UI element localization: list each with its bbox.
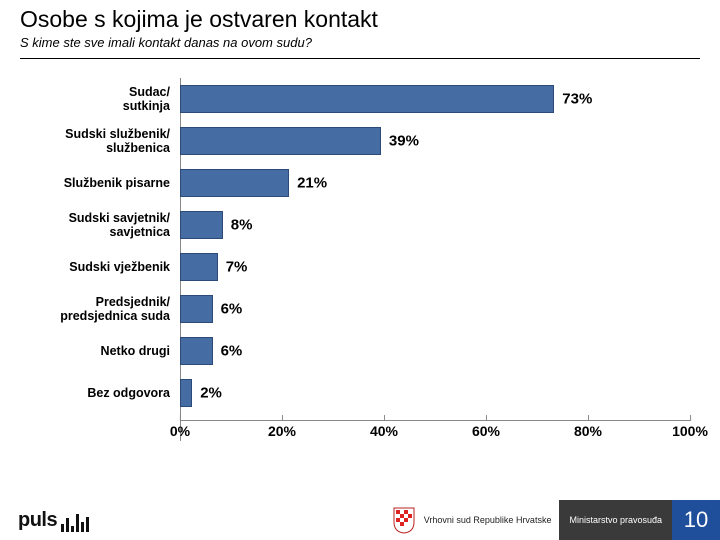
page-number: 10 [672,500,720,540]
logo-bar-icon [61,524,64,532]
supreme-court-label: Vrhovni sud Republike Hrvatske [424,515,552,525]
croatia-crest-icon [390,505,418,535]
x-tick: 40% [370,417,398,439]
bar [180,169,289,197]
x-tick: 80% [574,417,602,439]
x-tick: 20% [268,417,296,439]
chart-row: Sudski službenik/službenica 39% [30,120,690,162]
category-label: Sudski savjetnik/savjetnica [30,211,180,240]
bar [180,379,192,407]
chart-row: Sudac/sutkinja 73% [30,78,690,120]
logo-bar-icon [71,526,74,532]
header-rule [20,58,700,59]
bar [180,295,213,323]
puls-logo-text: puls [18,509,57,532]
category-label: Bez odgovora [30,386,180,400]
x-axis: 0%20%40%60%80%100% [30,420,690,452]
value-label: 6% [221,301,243,318]
category-label: Službenik pisarne [30,176,180,190]
value-label: 39% [389,133,419,150]
chart-row: Predsjednik/predsjednica suda 6% [30,288,690,330]
slide-footer: puls Vrhovni sud Republike Hrvatske Mini… [0,500,720,540]
chart-row: Sudski vježbenik 7% [30,246,690,288]
logo-bar-icon [76,514,79,532]
category-label: Sudski vježbenik [30,260,180,274]
chart-row: Sudski savjetnik/savjetnica 8% [30,204,690,246]
chart-row: Službenik pisarne 21% [30,162,690,204]
value-label: 21% [297,175,327,192]
value-label: 2% [200,385,222,402]
bar [180,85,554,113]
value-label: 8% [231,217,253,234]
contacts-bar-chart: Sudac/sutkinja 73% Sudski službenik/službe… [30,78,690,473]
bar [180,211,223,239]
category-label: Predsjednik/predsjednica suda [30,295,180,324]
logo-bar-icon [81,522,84,532]
bar [180,253,218,281]
value-label: 6% [221,343,243,360]
slide-header: Osobe s kojima je ostvaren kontakt S kim… [20,6,700,50]
category-label: Sudac/sutkinja [30,85,180,114]
chart-row: Netko drugi 6% [30,330,690,372]
category-label: Netko drugi [30,344,180,358]
puls-logo: puls [18,509,89,532]
ministry-label: Ministarstvo pravosuđa [559,500,672,540]
category-label: Sudski službenik/službenica [30,127,180,156]
value-label: 7% [226,259,248,276]
page-subtitle: S kime ste sve imali kontakt danas na ov… [20,35,700,50]
value-label: 73% [562,91,592,108]
logo-bar-icon [66,518,69,532]
page-title: Osobe s kojima je ostvaren kontakt [20,6,700,33]
x-tick: 100% [672,417,708,439]
logo-bar-icon [86,517,89,532]
x-tick: 0% [170,417,190,439]
x-tick: 60% [472,417,500,439]
bar [180,337,213,365]
bar [180,127,381,155]
chart-row: Bez odgovora 2% [30,372,690,414]
